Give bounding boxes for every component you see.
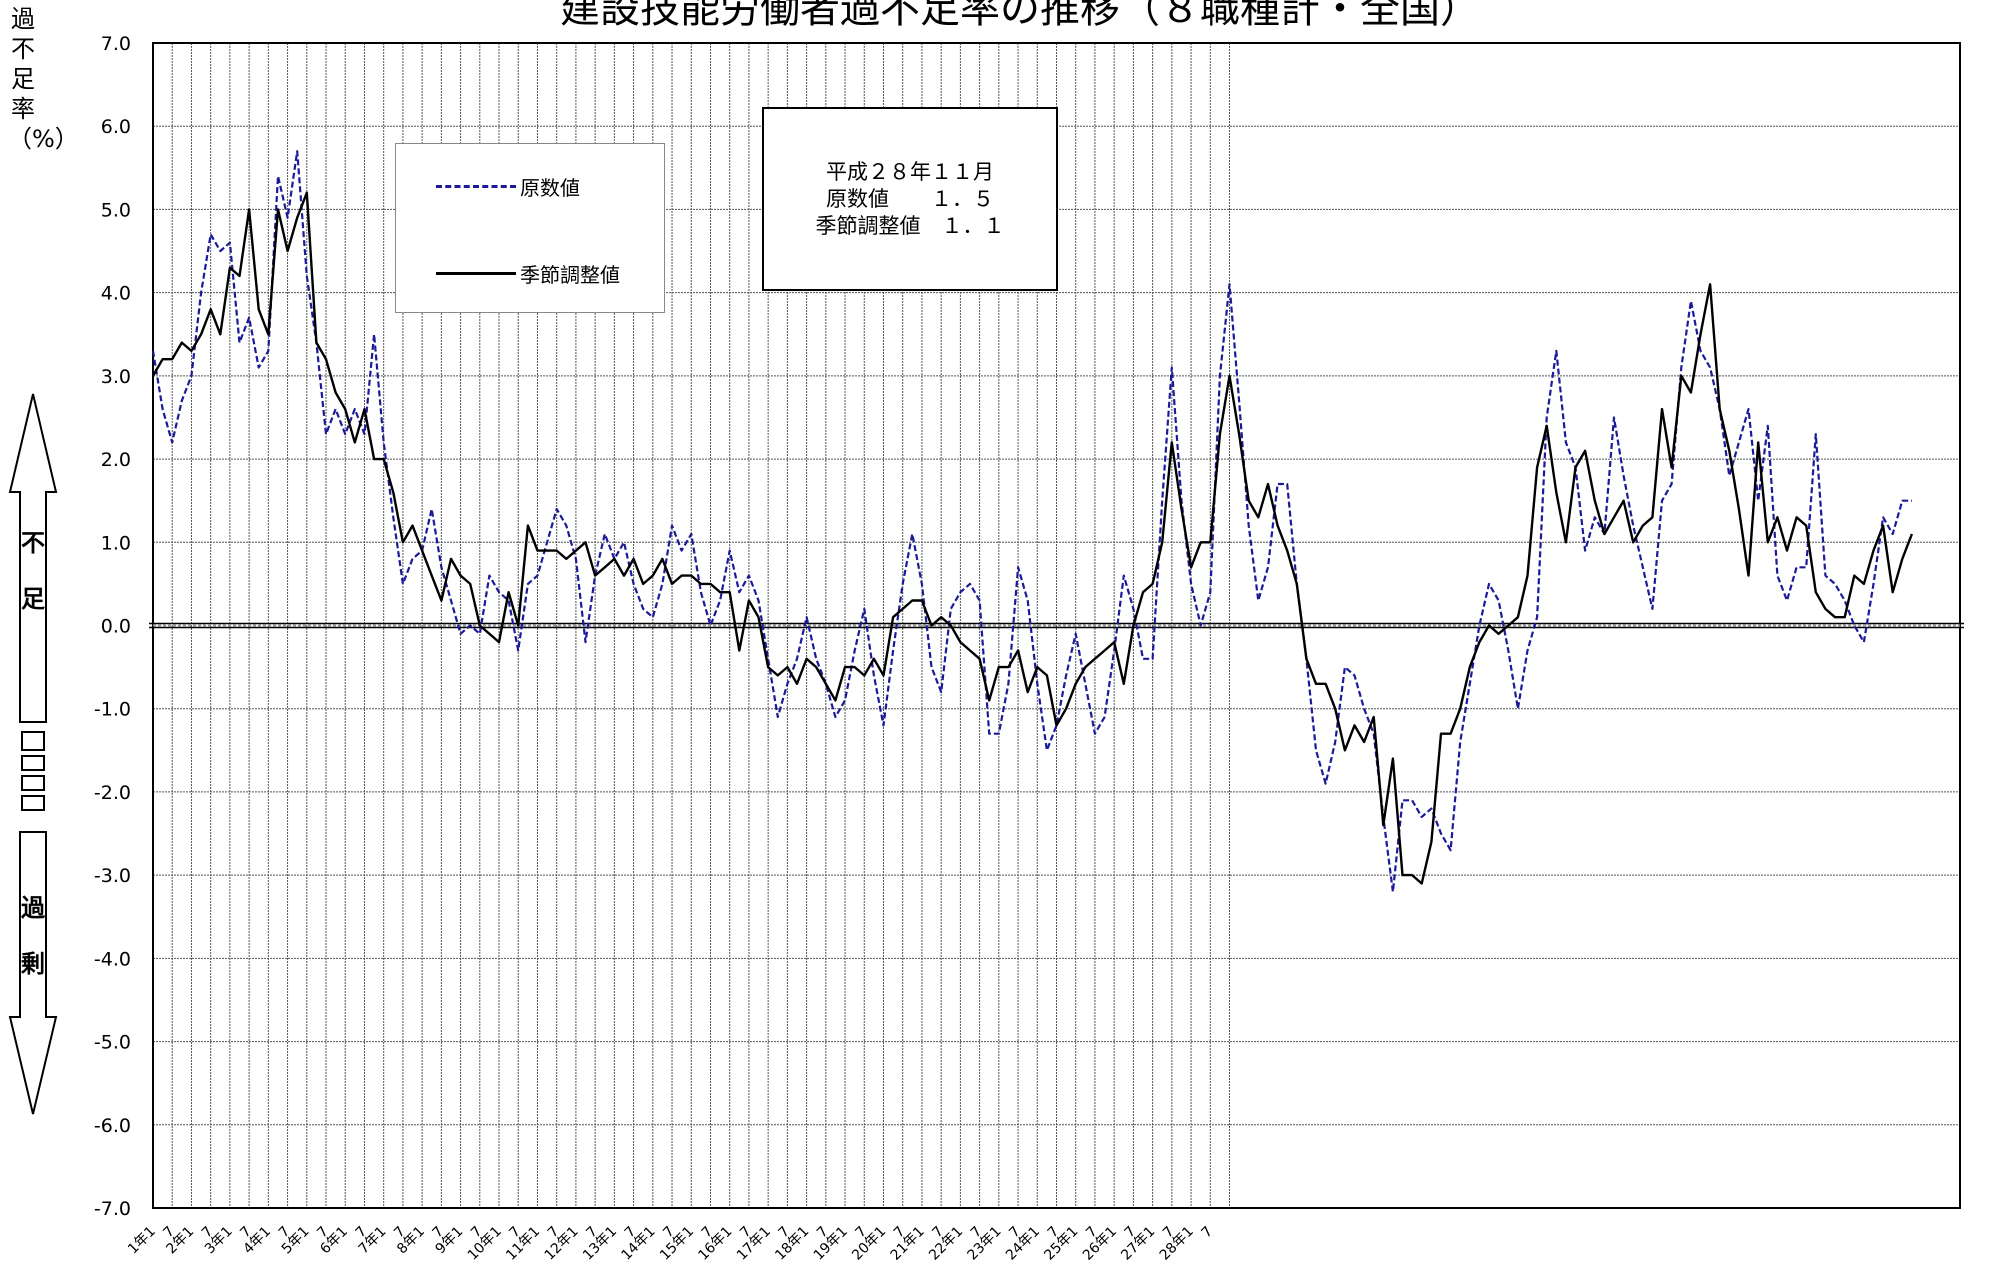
y-tick-label: -1.0 — [94, 699, 131, 721]
y-tick-label: -7.0 — [94, 1198, 131, 1220]
y-tick-label: -5.0 — [94, 1032, 131, 1054]
legend-item-seasonal: 季節調整値 — [436, 259, 620, 288]
y-tick-label: 5.0 — [101, 199, 131, 221]
series — [151, 150, 1914, 893]
legend-label-raw: 原数値 — [520, 176, 580, 200]
y-tick-label: -6.0 — [94, 1115, 131, 1137]
latest-value-note: 平成２８年１１月 原数値 １．５ 季節調整値 １．１ — [762, 107, 1058, 291]
y-tick-label: 1.0 — [101, 532, 131, 554]
legend-label-seasonal: 季節調整値 — [520, 263, 620, 287]
note-seasonal-value: 季節調整値 １．１ — [815, 213, 1005, 238]
legend-item-raw: 原数値 — [436, 172, 580, 201]
axes — [149, 42, 1964, 1209]
shortage-arrow — [8, 393, 58, 1115]
note-raw-value: 原数値 １．５ — [826, 186, 994, 211]
surplus-label: 過剰 — [21, 880, 45, 992]
x-tick-label: 7 — [1198, 1224, 1216, 1242]
chart-title: 建設技能労働者過不足率の推移（８職種計・全国） — [560, 0, 1480, 32]
shortage-label: 不足 — [21, 515, 45, 627]
y-axis-title: 過不足率（%） — [8, 5, 79, 153]
legend-swatch-seasonal — [436, 272, 516, 275]
x-tick-label: 1年1 — [125, 1224, 159, 1258]
y-tick-label: 7.0 — [101, 33, 131, 55]
y-tick-label: -2.0 — [94, 782, 131, 804]
y-tick-label: 3.0 — [101, 366, 131, 388]
y-tick-label: 0.0 — [101, 616, 131, 638]
series-seasonal-line — [151, 191, 1914, 885]
y-tick-label: 6.0 — [101, 116, 131, 138]
legend: 原数値 季節調整値 — [395, 143, 665, 313]
y-tick-label: -4.0 — [94, 948, 131, 970]
legend-swatch-raw — [436, 185, 516, 188]
y-tick-label: -3.0 — [94, 865, 131, 887]
y-tick-label: 2.0 — [101, 449, 131, 471]
note-date: 平成２８年１１月 — [826, 159, 994, 184]
y-tick-label: 4.0 — [101, 283, 131, 305]
